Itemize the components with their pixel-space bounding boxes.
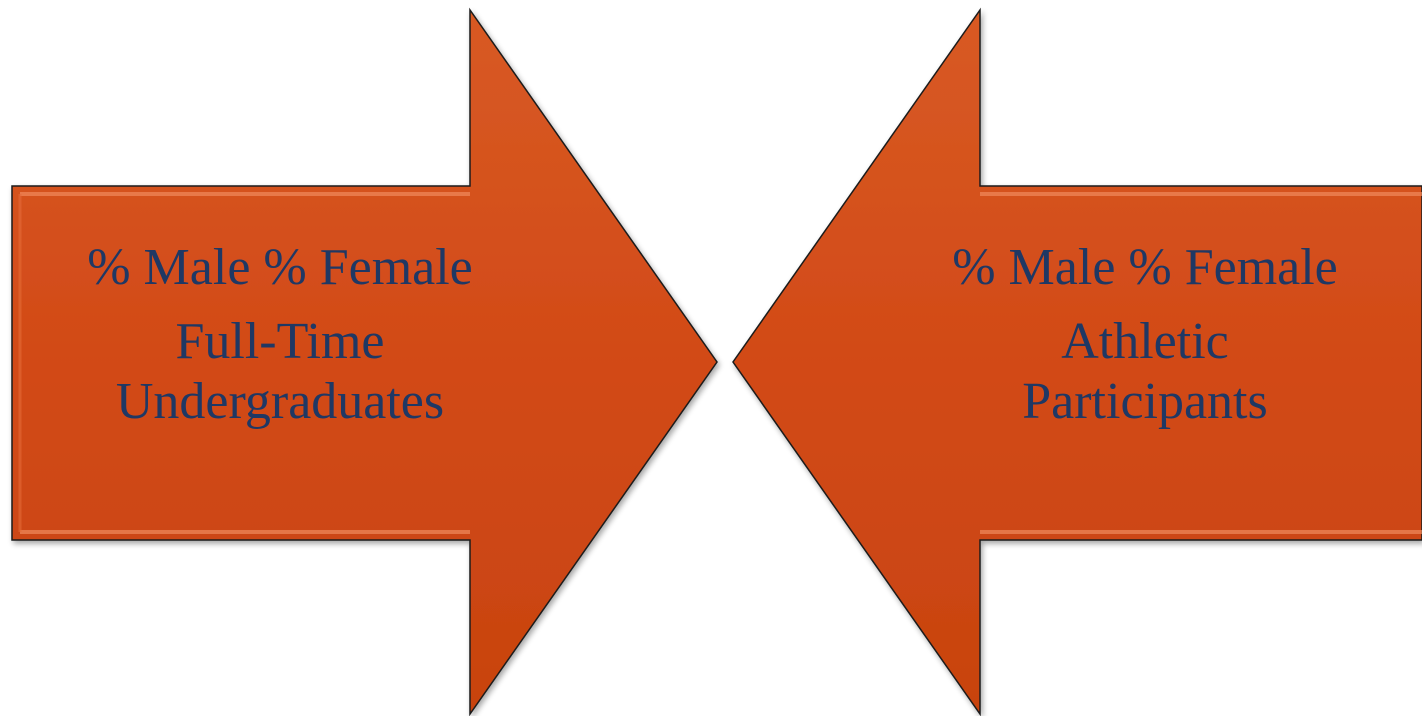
left-arrow-line-3: Undergraduates	[115, 373, 445, 430]
right-arrow-label: % Male % Female Athletic Participants	[880, 238, 1410, 432]
right-arrow-shape	[11, 7, 718, 717]
left-arrow-line-1: % Male % Female	[87, 239, 473, 296]
left-arrow-shape	[732, 7, 1422, 717]
left-arrow-label: % Male % Female Full-Time Undergraduates	[20, 238, 540, 432]
right-arrow-line-3: Participants	[1022, 373, 1268, 430]
right-arrow-line-1: % Male % Female	[952, 239, 1338, 296]
left-arrow-line-2: Full-Time	[175, 313, 385, 370]
left-pointing-arrow	[732, 7, 1422, 717]
right-pointing-arrow	[11, 7, 718, 717]
right-arrow-line-2: Athletic	[1061, 313, 1229, 370]
